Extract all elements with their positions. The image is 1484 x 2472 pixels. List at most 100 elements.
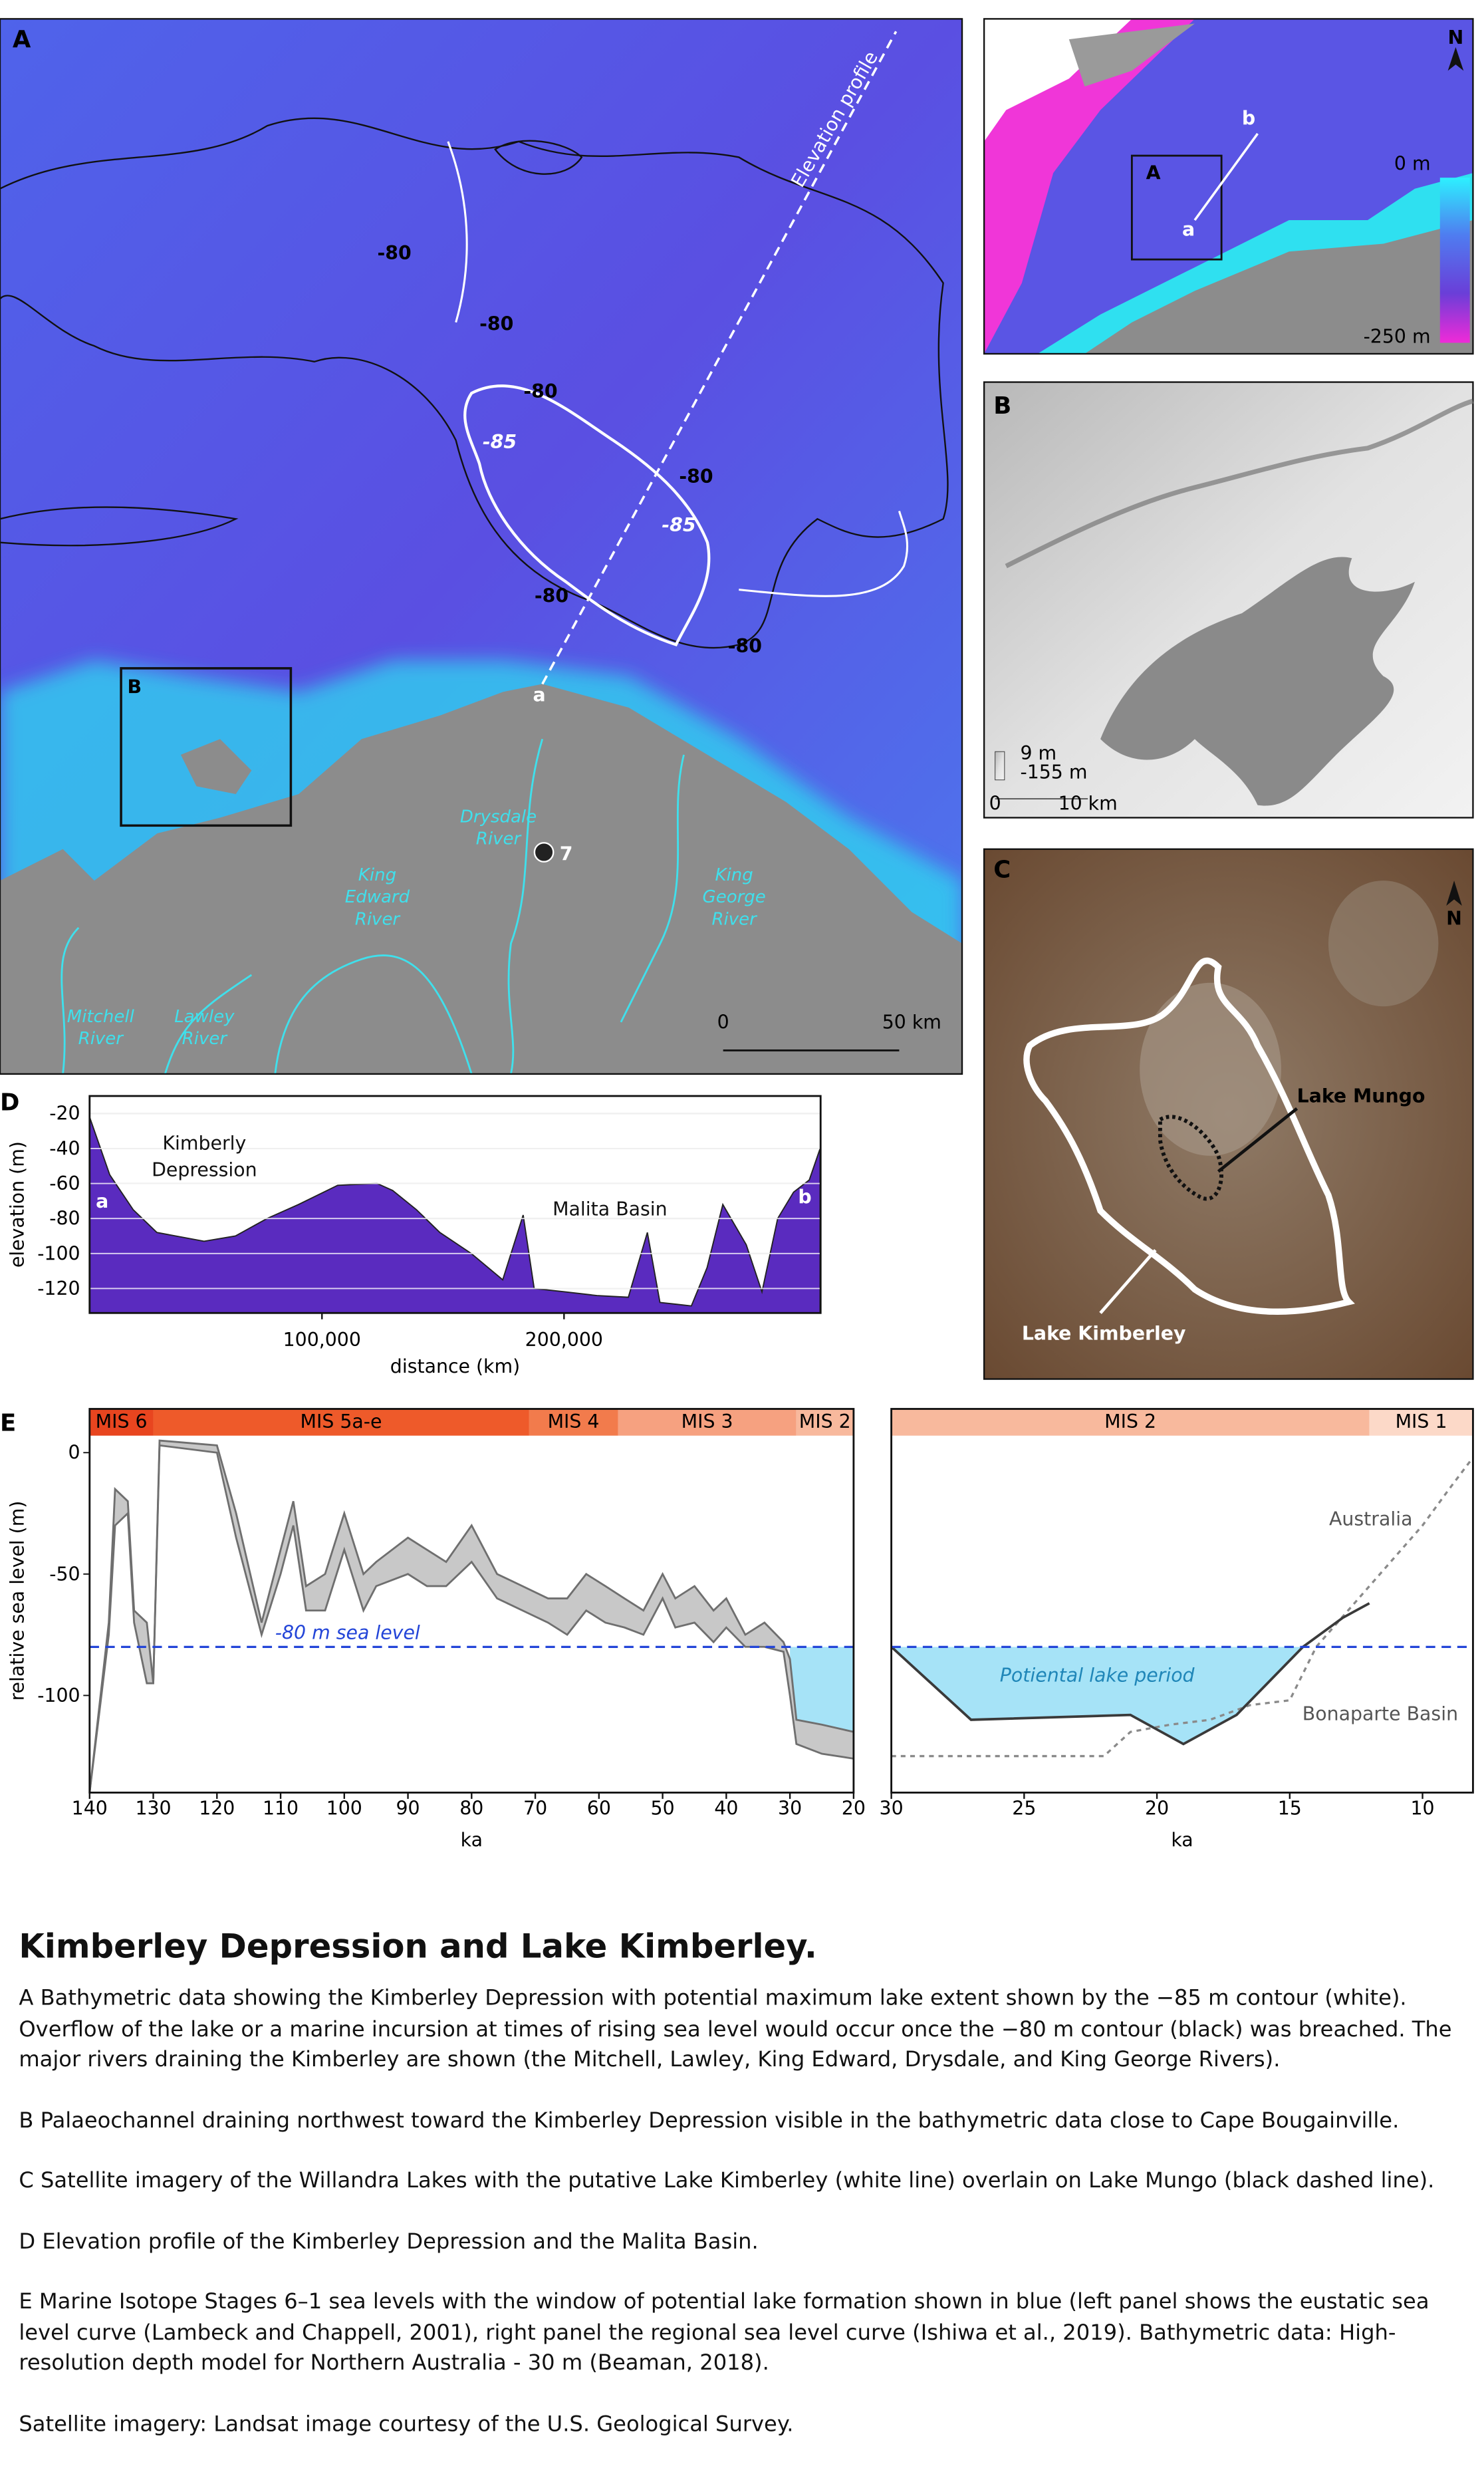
annotation: Kimberly [162, 1132, 246, 1154]
panel-letter: E [0, 1410, 16, 1437]
stage-label: MIS 5a-e [301, 1411, 382, 1433]
north-arrow [1447, 47, 1464, 71]
panel-frame [983, 18, 1474, 355]
x-tick-label: 30 [880, 1798, 904, 1820]
caption-paragraph: C Satellite imagery of the Willandra Lak… [19, 2168, 1435, 2194]
y-tick-label: -20 [49, 1103, 80, 1125]
stage-band [529, 1409, 618, 1436]
pointer [1217, 1107, 1298, 1173]
series-label: Bonaparte Basin [1302, 1703, 1458, 1725]
stage-label: MIS 4 [548, 1411, 600, 1433]
plot-frame [890, 1408, 1474, 1794]
land [0, 684, 963, 1074]
profile-end: a [533, 684, 546, 706]
path [739, 510, 909, 597]
x-tick-label: 140 [72, 1798, 108, 1820]
x-tick-label: 100 [326, 1798, 362, 1820]
x-tick-label: 50 [651, 1798, 675, 1820]
lake-label: Lake Mungo [1297, 1085, 1425, 1107]
caption: Kimberley Depression and Lake Kimberley.… [19, 1928, 1471, 2471]
lake-window [790, 1647, 854, 1732]
stage-band [891, 1409, 1370, 1436]
shelf-edge [984, 19, 1195, 354]
x-axis-label: distance (km) [390, 1355, 520, 1377]
stage-band [153, 1409, 529, 1436]
island [1068, 23, 1195, 87]
stage-band [796, 1409, 854, 1436]
figure-panels: A Elevation profile -80 -80 -80 -80 -80 … [0, 18, 1474, 1851]
colorbar-label: -250 m [1364, 325, 1431, 347]
y-tick-label: -80 [49, 1208, 80, 1230]
y-tick-label: -100 [37, 1685, 80, 1707]
river-label: George [703, 887, 766, 907]
north-arrow [1446, 881, 1462, 906]
y-axis-label: elevation (m) [6, 1141, 28, 1268]
river-label: River [78, 1029, 125, 1049]
y-tick-label: -120 [37, 1278, 80, 1300]
y-tick-label: -100 [37, 1242, 80, 1264]
annotation: b [798, 1186, 811, 1208]
inset-label: A [1146, 162, 1161, 184]
x-tick-label: 40 [714, 1798, 738, 1820]
path [620, 754, 685, 1023]
profile-line [1193, 132, 1259, 221]
sea-level-bound [88, 1439, 854, 1793]
series-label: Australia [1329, 1508, 1412, 1530]
depth-colorbar [1439, 178, 1470, 343]
x-tick-label: 60 [587, 1798, 611, 1820]
scale-label: 0 [989, 793, 1001, 815]
contour-label: -80 [535, 585, 568, 607]
charts: -20 -40 -60 -80 -100 -120 100,000 200,000distan… [6, 1095, 1474, 1851]
y-tick-label: -40 [49, 1137, 80, 1159]
scale-label: 0 [717, 1011, 729, 1033]
profile-end: b [1242, 107, 1255, 129]
path [0, 506, 239, 547]
x-tick-label: 200,000 [525, 1329, 603, 1351]
sea-level-line [890, 1602, 1370, 1746]
reference-label: -80 m sea level [275, 1622, 420, 1644]
caption-paragraph: B Palaeochannel draining northwest towar… [19, 2108, 1400, 2133]
caption-paragraph: A Bathymetric data showing the Kimberley… [19, 1986, 1452, 2073]
lake-mungo-outline [1158, 1115, 1223, 1201]
x-tick-label: 110 [263, 1798, 299, 1820]
contour-label: -80 [479, 313, 513, 335]
contour-label: -80 [377, 242, 411, 264]
legend-label: 9 m [1020, 742, 1056, 764]
x-tick-label: 130 [135, 1798, 171, 1820]
caption-paragraph: E Marine Isotope Stages 6–1 sea levels w… [19, 2289, 1429, 2376]
x-tick-label: 120 [199, 1798, 235, 1820]
flow-arrows [447, 141, 909, 597]
sea-level-band [89, 1440, 854, 1793]
elevation-area [88, 1117, 821, 1314]
caption-paragraph: Satellite imagery: Landsat image courtes… [19, 2411, 794, 2437]
river-label: River [355, 909, 402, 929]
contour-label: -80 [679, 466, 713, 487]
y-tick-label: 0 [68, 1442, 80, 1464]
sea-level-bound [88, 1444, 854, 1793]
x-tick-label: 20 [842, 1798, 866, 1820]
stage-band [618, 1409, 797, 1436]
x-tick-label: 80 [459, 1798, 483, 1820]
contour-label: -80 [728, 635, 762, 657]
panel-letter: D [0, 1089, 19, 1116]
inset-box [120, 667, 293, 827]
depth-legend [995, 751, 1005, 781]
profile-line [541, 31, 898, 685]
lake-kimberley-outline [1023, 957, 1355, 1315]
locator-map [984, 19, 1473, 354]
lake-bed [1328, 881, 1439, 1007]
stage-band [1369, 1409, 1473, 1436]
river-labels: DrysdaleRiverKingEdwardRiverKingGeorgeRi… [67, 807, 766, 1049]
x-tick-label: 70 [523, 1798, 547, 1820]
x-tick-label: 20 [1145, 1798, 1169, 1820]
caption-paragraph: D Elevation profile of the Kimberley Dep… [19, 2229, 759, 2255]
x-tick-label: 100,000 [283, 1329, 361, 1351]
contour-label: -80 [523, 380, 557, 402]
annotation: Malita Basin [553, 1198, 668, 1220]
x-tick-label: 25 [1012, 1798, 1036, 1820]
palaeochannel [1005, 398, 1474, 569]
river-label: River [476, 829, 523, 849]
stage-band [89, 1409, 154, 1436]
river-label: River [182, 1029, 229, 1049]
